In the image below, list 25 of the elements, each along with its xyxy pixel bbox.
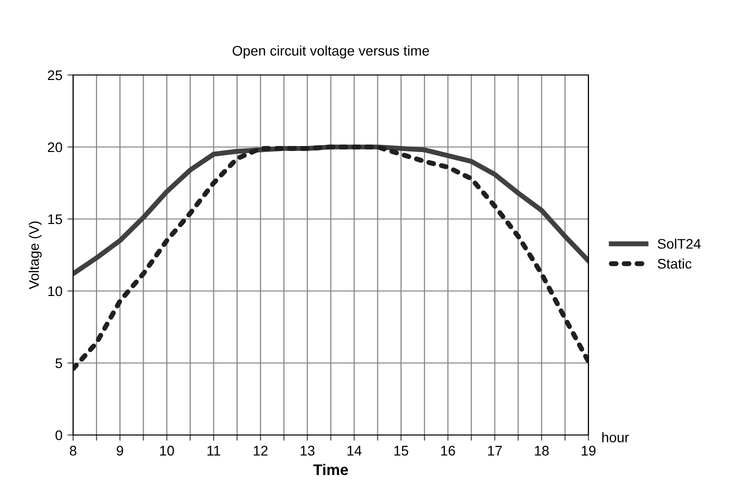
- y-tick-label: 0: [56, 430, 62, 440]
- line-series: [73, 144, 588, 372]
- x-tick-label: 15: [394, 446, 408, 456]
- chart-title: Open circuit voltage versus time: [232, 45, 429, 58]
- y-tick-label: 25: [48, 70, 62, 80]
- legend-label: SolT24: [658, 238, 701, 249]
- x-tick-label: 16: [441, 446, 456, 456]
- x-tick-label: 8: [70, 446, 76, 456]
- y-tick-label: 20: [48, 142, 62, 152]
- y-axis-title: Voltage (V): [28, 222, 42, 290]
- y-tick-label: 5: [56, 358, 62, 368]
- x-tick-label: 17: [488, 446, 502, 456]
- x-tick-label: 13: [300, 446, 314, 456]
- y-tick-label: 10: [48, 286, 62, 296]
- y-tick-label: 15: [48, 214, 62, 224]
- x-tick-label: 14: [348, 446, 362, 456]
- x-tick-label: 11: [208, 446, 220, 456]
- legend-label: Static: [658, 258, 692, 269]
- x-tick-label: 18: [534, 446, 549, 456]
- x-tick-label: 9: [116, 446, 124, 456]
- text: hour: [602, 432, 629, 442]
- x-axis-title: Time: [313, 464, 348, 476]
- x-tick-label: 19: [582, 446, 596, 456]
- x-tick-label: 10: [160, 446, 174, 456]
- x-tick-label: 12: [254, 446, 268, 456]
